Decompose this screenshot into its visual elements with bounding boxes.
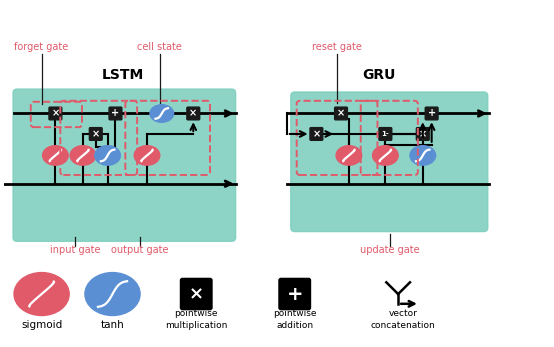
FancyBboxPatch shape [335, 107, 347, 120]
FancyBboxPatch shape [310, 128, 323, 140]
Text: output gate: output gate [111, 245, 169, 255]
Text: pointwise
multiplication: pointwise multiplication [165, 310, 228, 330]
Text: reset gate: reset gate [312, 42, 362, 52]
FancyBboxPatch shape [109, 107, 122, 120]
Ellipse shape [336, 146, 362, 165]
Ellipse shape [372, 146, 398, 165]
Text: +: + [111, 109, 120, 118]
Text: ×: × [419, 129, 427, 139]
FancyBboxPatch shape [279, 278, 310, 310]
Ellipse shape [43, 146, 68, 165]
FancyBboxPatch shape [425, 107, 438, 120]
Ellipse shape [150, 105, 173, 122]
Text: LSTM: LSTM [102, 68, 145, 83]
Ellipse shape [95, 146, 120, 165]
Ellipse shape [410, 146, 435, 165]
FancyBboxPatch shape [181, 278, 212, 310]
FancyBboxPatch shape [379, 128, 392, 140]
Text: 1-: 1- [382, 131, 389, 137]
Ellipse shape [14, 272, 69, 315]
Text: tanh: tanh [101, 320, 125, 330]
Ellipse shape [134, 146, 160, 165]
Text: ×: × [92, 129, 100, 139]
Text: ×: × [52, 109, 59, 118]
Ellipse shape [70, 146, 96, 165]
Text: +: + [286, 285, 303, 304]
FancyBboxPatch shape [13, 89, 235, 241]
FancyBboxPatch shape [417, 128, 429, 140]
FancyBboxPatch shape [291, 92, 488, 231]
FancyBboxPatch shape [89, 128, 102, 140]
Text: vector
concatenation: vector concatenation [371, 310, 435, 330]
Text: update gate: update gate [361, 245, 420, 255]
FancyBboxPatch shape [49, 107, 62, 120]
Text: pointwise
addition: pointwise addition [273, 310, 316, 330]
FancyBboxPatch shape [187, 107, 199, 120]
Text: ×: × [189, 109, 197, 118]
Text: sigmoid: sigmoid [21, 320, 62, 330]
Text: cell state: cell state [137, 42, 182, 52]
Text: ×: × [337, 109, 345, 118]
Text: ×: × [189, 285, 204, 303]
Text: GRU: GRU [362, 68, 395, 83]
Text: +: + [428, 109, 435, 118]
Text: ×: × [312, 129, 320, 139]
Text: input gate: input gate [50, 245, 100, 255]
Text: forget gate: forget gate [14, 42, 69, 52]
Ellipse shape [85, 272, 140, 315]
